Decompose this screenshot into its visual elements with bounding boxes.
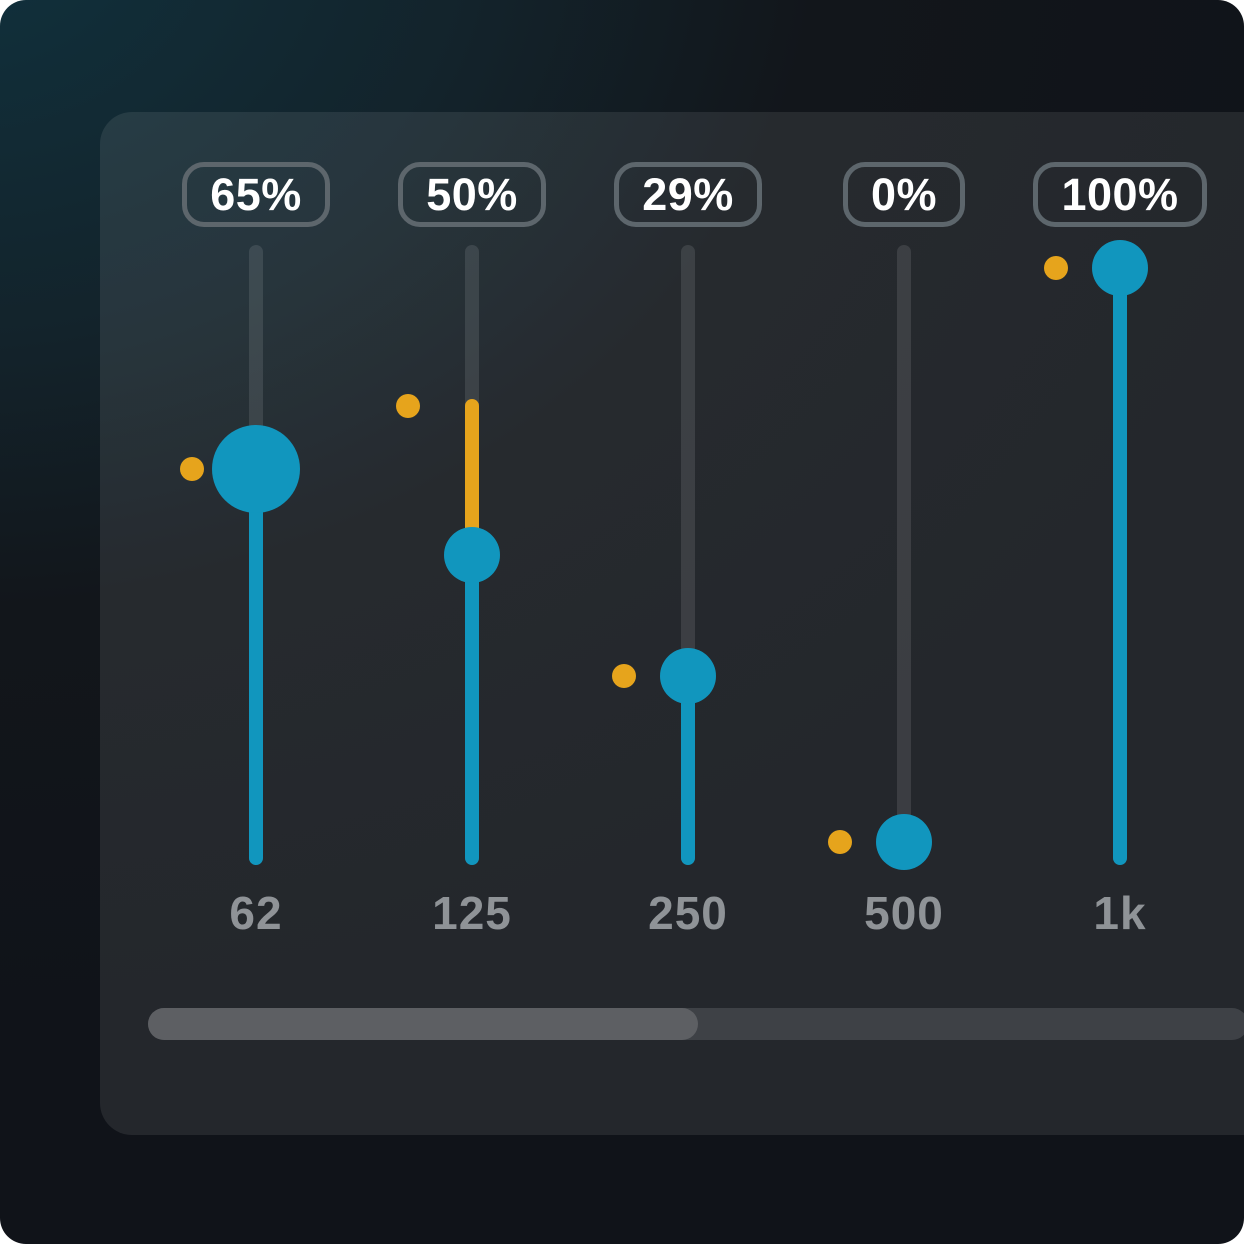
band-value-badge: 65% bbox=[182, 162, 330, 227]
marker-dot bbox=[180, 456, 204, 481]
scrollbar-thumb[interactable] bbox=[148, 1008, 698, 1040]
band-frequency-label: 250 bbox=[648, 887, 728, 939]
slider-fill bbox=[465, 555, 479, 865]
band-frequency-label: 62 bbox=[229, 887, 283, 939]
eq-band: 100% 1k bbox=[1012, 162, 1228, 939]
slider-fill bbox=[249, 468, 263, 865]
band-slider bbox=[364, 245, 580, 865]
band-value-text: 50% bbox=[426, 168, 518, 220]
band-slider bbox=[580, 245, 796, 865]
slider-knob[interactable] bbox=[1092, 240, 1148, 296]
band-value-text: 65% bbox=[210, 168, 302, 220]
band-value-badge: 0% bbox=[842, 162, 966, 227]
band-value-badge: 50% bbox=[398, 162, 546, 227]
equalizer-bands: 65% 62 50% bbox=[148, 162, 1228, 939]
marker-dot bbox=[828, 830, 852, 854]
marker-dot bbox=[612, 663, 636, 688]
slider-knob[interactable] bbox=[444, 527, 500, 583]
eq-band: 50% 125 bbox=[364, 162, 580, 939]
band-value-badge: 29% bbox=[614, 162, 762, 227]
slider-track[interactable] bbox=[897, 245, 911, 865]
slider-fill bbox=[681, 675, 695, 865]
horizontal-scrollbar[interactable] bbox=[148, 1008, 1244, 1040]
slider-boost-segment bbox=[465, 398, 479, 555]
band-value-text: 100% bbox=[1061, 168, 1179, 220]
band-value-badge: 100% bbox=[1033, 162, 1207, 227]
band-value-text: 0% bbox=[870, 168, 938, 220]
eq-band: 29% 250 bbox=[580, 162, 796, 939]
equalizer-panel: 65% 62 50% bbox=[100, 112, 1244, 1135]
eq-band: 65% 62 bbox=[148, 162, 364, 939]
band-slider bbox=[796, 245, 1012, 870]
band-frequency-label: 500 bbox=[864, 887, 944, 939]
band-slider bbox=[1012, 240, 1228, 865]
band-frequency-label: 125 bbox=[432, 887, 512, 939]
marker-dot bbox=[396, 393, 420, 418]
slider-fill bbox=[1113, 268, 1127, 865]
eq-band: 0% 500 bbox=[796, 162, 1012, 939]
band-slider bbox=[148, 245, 364, 865]
band-value-text: 29% bbox=[642, 168, 734, 220]
slider-knob[interactable] bbox=[660, 647, 716, 704]
slider-knob[interactable] bbox=[876, 814, 932, 870]
band-frequency-label: 1k bbox=[1093, 887, 1147, 939]
slider-knob[interactable] bbox=[212, 424, 300, 513]
marker-dot bbox=[1044, 256, 1068, 280]
